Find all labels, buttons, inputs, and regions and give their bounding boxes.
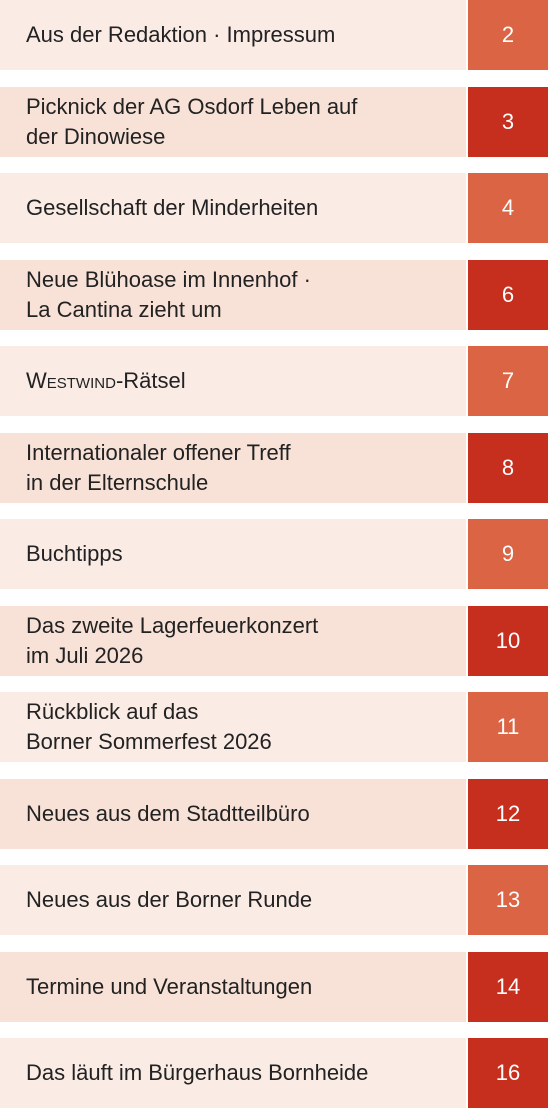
title-text: Aus der Redaktion · Impressum bbox=[26, 22, 336, 47]
title-text: der Dinowiese bbox=[26, 123, 166, 149]
toc-row: Internationaler offener Treff in der Elte… bbox=[0, 432, 548, 503]
title-text: Neues aus dem Stadtteilbüro bbox=[26, 800, 310, 826]
page-number: 9 bbox=[468, 519, 548, 589]
toc-title: Das läuft im Bürgerhaus Bornheide bbox=[0, 1038, 466, 1108]
title-line: im Juli 2026 bbox=[26, 641, 466, 671]
toc-title: Neues aus dem Stadtteilbüro bbox=[0, 778, 466, 849]
title-line: Borner Sommerfest 2026 bbox=[26, 727, 466, 757]
title-line: Das zweite Lagerfeuerkonzert bbox=[26, 611, 466, 641]
page-number: 10 bbox=[468, 605, 548, 676]
toc-title: Neue Blühoase im Innenhof · La Cantina zi… bbox=[0, 259, 466, 330]
title-line: Aus der Redaktion · Impressum bbox=[26, 20, 466, 50]
title-line: Buchtipps bbox=[26, 539, 466, 569]
toc-title: Rückblick auf das Borner Sommerfest 2026 bbox=[0, 692, 466, 762]
title-line: der Dinowiese bbox=[26, 122, 466, 152]
page-number: 14 bbox=[468, 951, 548, 1022]
title-line: Neues aus der Borner Runde bbox=[26, 885, 466, 915]
toc-title: Internationaler offener Treff in der Elte… bbox=[0, 432, 466, 503]
page-number: 4 bbox=[468, 173, 548, 243]
title-line: Gesellschaft der Minderheiten bbox=[26, 193, 466, 223]
toc-title: Neues aus der Borner Runde bbox=[0, 865, 466, 935]
title-text: in der Elternschule bbox=[26, 469, 209, 495]
title-line: La Cantina zieht um bbox=[26, 295, 466, 325]
title-text: La Cantina zieht um bbox=[26, 296, 222, 322]
title-text: Rückblick auf das bbox=[26, 699, 199, 724]
page-number: 13 bbox=[468, 865, 548, 935]
title-line: Termine und Veranstaltungen bbox=[26, 972, 466, 1002]
title-text: Das zweite Lagerfeuerkonzert bbox=[26, 612, 319, 638]
page-number: 11 bbox=[468, 692, 548, 762]
toc-title: Westwind-Rätsel bbox=[0, 346, 466, 416]
toc-row: Westwind-Rätsel 7 bbox=[0, 346, 548, 416]
toc-row: Buchtipps 9 bbox=[0, 519, 548, 589]
toc-row: Das läuft im Bürgerhaus Bornheide 16 bbox=[0, 1038, 548, 1108]
page-number: 6 bbox=[468, 259, 548, 330]
page-number: 8 bbox=[468, 432, 548, 503]
toc-row: Termine und Veranstaltungen 14 bbox=[0, 951, 548, 1022]
page-number: 16 bbox=[468, 1038, 548, 1108]
title-text: Westwind bbox=[26, 368, 116, 393]
title-text: Internationaler offener Treff bbox=[26, 439, 291, 465]
title-text: Das läuft im Bürgerhaus Bornheide bbox=[26, 1060, 369, 1085]
toc-row: Aus der Redaktion · Impressum 2 bbox=[0, 0, 548, 70]
toc-row: Rückblick auf das Borner Sommerfest 2026 1… bbox=[0, 692, 548, 762]
title-line: Das läuft im Bürgerhaus Bornheide bbox=[26, 1058, 466, 1088]
title-line: Neues aus dem Stadtteilbüro bbox=[26, 799, 466, 829]
toc-row: Picknick der AG Osdorf Leben auf der Dino… bbox=[0, 86, 548, 157]
title-text: Borner Sommerfest 2026 bbox=[26, 729, 272, 754]
title-line: Neue Blühoase im Innenhof · bbox=[26, 265, 466, 295]
toc-row: Das zweite Lagerfeuerkonzert im Juli 2026… bbox=[0, 605, 548, 676]
toc-row: Gesellschaft der Minderheiten 4 bbox=[0, 173, 548, 243]
toc-title: Gesellschaft der Minderheiten bbox=[0, 173, 466, 243]
toc-row: Neues aus dem Stadtteilbüro 12 bbox=[0, 778, 548, 849]
toc-title: Buchtipps bbox=[0, 519, 466, 589]
toc-row: Neues aus der Borner Runde 13 bbox=[0, 865, 548, 935]
toc-row: Neue Blühoase im Innenhof · La Cantina zi… bbox=[0, 259, 548, 330]
title-text: Neue Blühoase im Innenhof · bbox=[26, 266, 311, 292]
page-number: 7 bbox=[468, 346, 548, 416]
page-number: 2 bbox=[468, 0, 548, 70]
page-number: 3 bbox=[468, 86, 548, 157]
title-line: Rückblick auf das bbox=[26, 697, 466, 727]
title-text: Picknick der AG Osdorf Leben auf bbox=[26, 93, 358, 119]
title-line: Westwind-Rätsel bbox=[26, 366, 466, 396]
title-line: Internationaler offener Treff bbox=[26, 438, 466, 468]
title-text: -Rätsel bbox=[115, 368, 186, 393]
title-line: Picknick der AG Osdorf Leben auf bbox=[26, 92, 466, 122]
title-text: im Juli 2026 bbox=[26, 642, 144, 668]
title-text: Termine und Veranstaltungen bbox=[26, 973, 313, 999]
toc-title: Termine und Veranstaltungen bbox=[0, 951, 466, 1022]
toc-title: Picknick der AG Osdorf Leben auf der Dino… bbox=[0, 86, 466, 157]
title-line: in der Elternschule bbox=[26, 468, 466, 498]
toc-title: Aus der Redaktion · Impressum bbox=[0, 0, 466, 70]
title-text: Gesellschaft der Minderheiten bbox=[26, 195, 319, 220]
title-text: Buchtipps bbox=[26, 541, 123, 566]
toc-title: Das zweite Lagerfeuerkonzert im Juli 2026 bbox=[0, 605, 466, 676]
page-number: 12 bbox=[468, 778, 548, 849]
title-text: Neues aus der Borner Runde bbox=[26, 887, 313, 912]
